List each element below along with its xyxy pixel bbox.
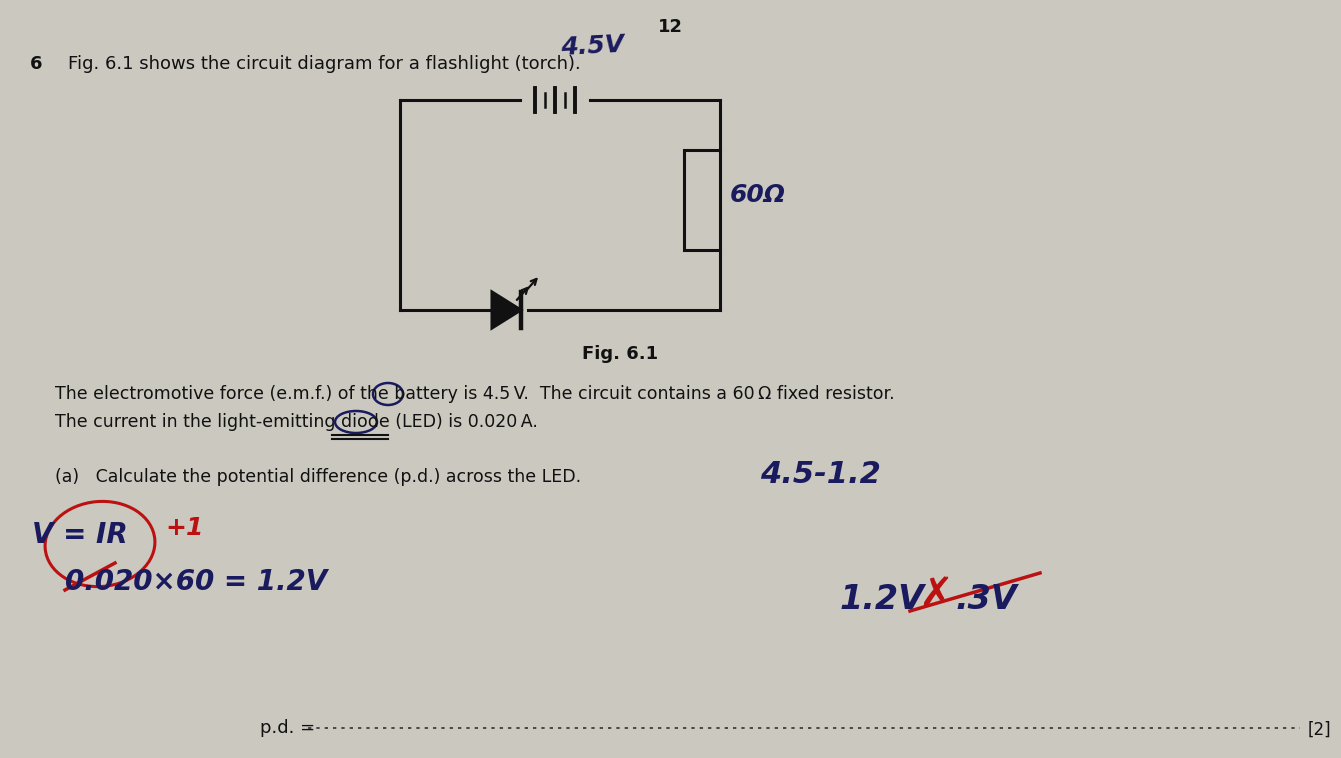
Text: Fig. 6.1: Fig. 6.1 <box>582 345 658 363</box>
Text: 12: 12 <box>657 18 683 36</box>
Text: +1: +1 <box>165 516 204 540</box>
Text: 6: 6 <box>30 55 43 73</box>
Text: p.d. =: p.d. = <box>260 719 315 737</box>
Text: [2]: [2] <box>1307 721 1332 739</box>
Text: The current in the light-emitting diode (LED) is 0.020 A.: The current in the light-emitting diode … <box>55 413 538 431</box>
Text: 4.5-1.2: 4.5-1.2 <box>760 460 881 489</box>
Text: The electromotive force (e.m.f.) of the battery is 4.5 V.  The circuit contains : The electromotive force (e.m.f.) of the … <box>55 385 894 403</box>
Text: Fig. 6.1 shows the circuit diagram for a flashlight (torch).: Fig. 6.1 shows the circuit diagram for a… <box>68 55 581 73</box>
Text: 1.2V: 1.2V <box>839 583 925 616</box>
Text: ✗: ✗ <box>919 575 953 617</box>
Text: (a)   Calculate the potential difference (p.d.) across the LED.: (a) Calculate the potential difference (… <box>55 468 581 486</box>
Text: .3V: .3V <box>955 583 1016 616</box>
Text: 60Ω: 60Ω <box>730 183 786 207</box>
Bar <box>684 150 720 250</box>
Polygon shape <box>492 292 520 328</box>
Text: 4.5V: 4.5V <box>561 33 625 60</box>
Text: 0.020×60 = 1.2V: 0.020×60 = 1.2V <box>64 568 327 596</box>
Text: V = IR: V = IR <box>32 521 127 549</box>
